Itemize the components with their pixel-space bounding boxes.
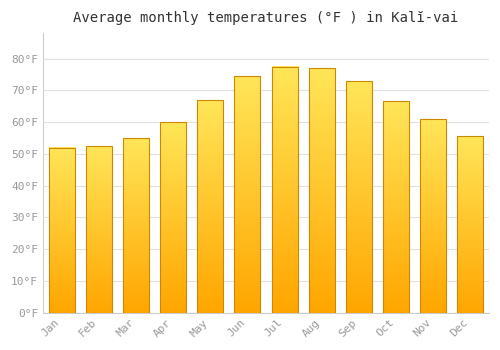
Bar (123, 138, 149, 313)
Bar (420, 119, 446, 313)
Bar (346, 81, 372, 313)
Bar (272, 66, 297, 313)
Bar (48, 148, 74, 313)
Bar (458, 136, 483, 313)
Bar (197, 100, 223, 313)
Bar (160, 122, 186, 313)
Bar (234, 76, 260, 313)
Bar (383, 102, 409, 313)
Bar (86, 146, 112, 313)
Title: Average monthly temperatures (°F ) in Kalĭ-vai: Average monthly temperatures (°F ) in Ka… (74, 11, 458, 25)
Bar (308, 68, 334, 313)
